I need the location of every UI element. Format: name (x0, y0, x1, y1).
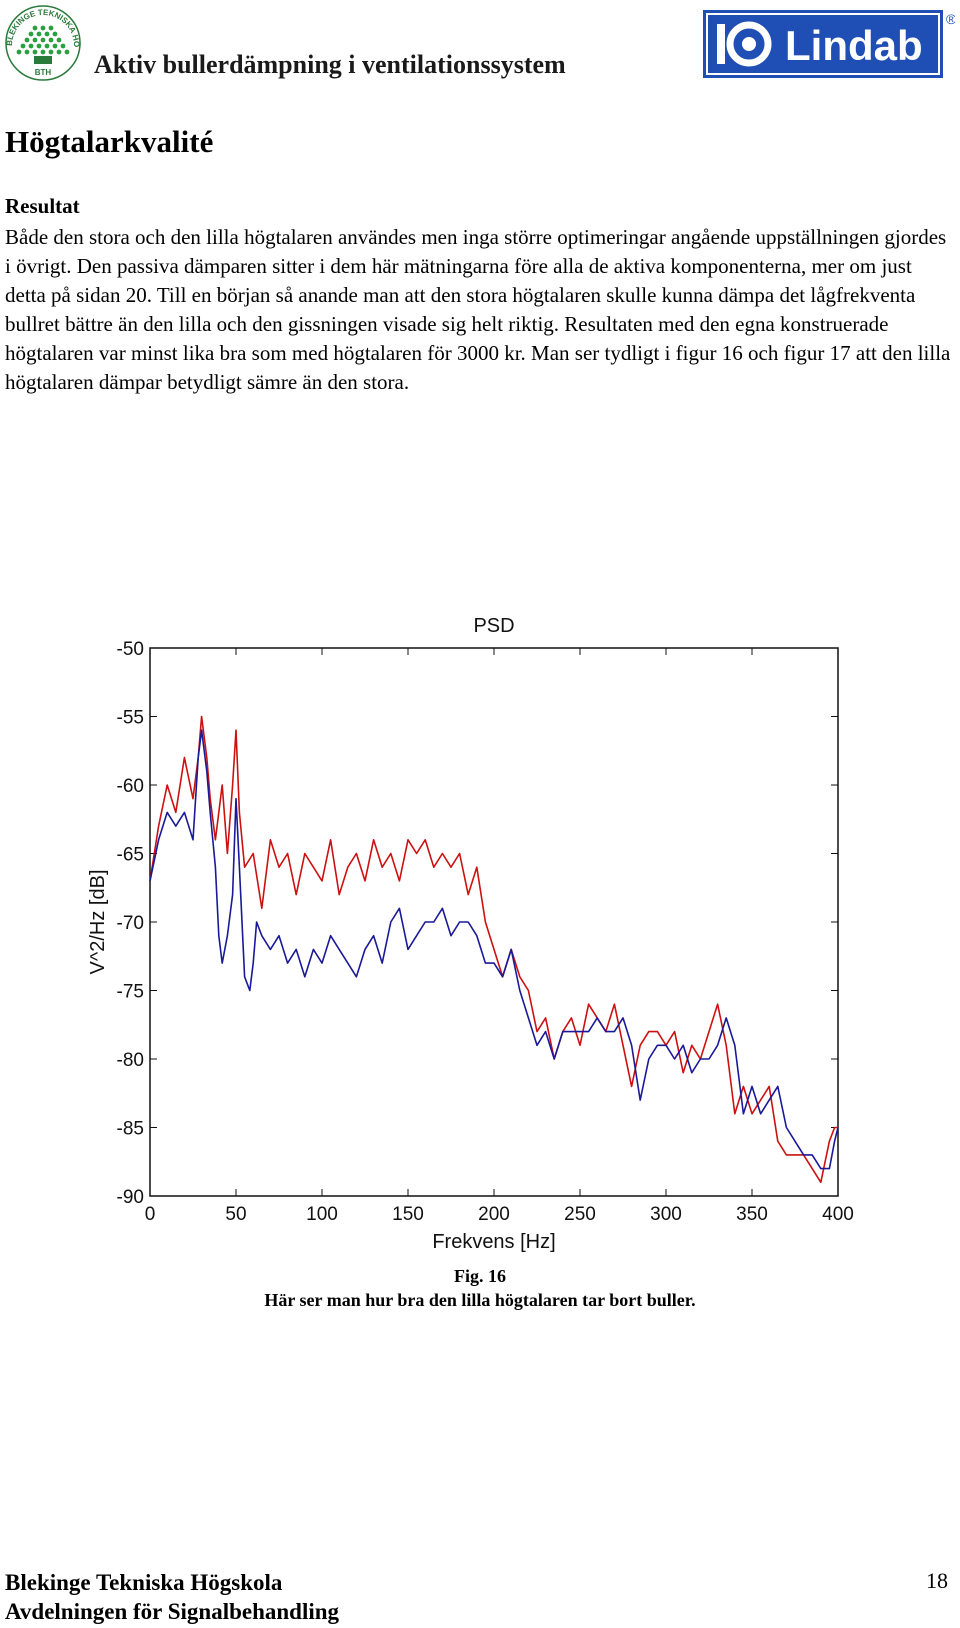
x-tick-label: 250 (564, 1204, 596, 1225)
series-line-2 (149, 729, 839, 1170)
x-tick-label: 200 (478, 1204, 510, 1225)
bth-logo: BLEKINGE TEKNISKA HÖGSKOLA BTH (4, 4, 81, 81)
footer-department: Avdelningen för Signalbehandling (5, 1599, 340, 1624)
x-tick-label: 50 (225, 1204, 246, 1225)
y-tick-label: -50 (117, 639, 144, 660)
y-tick-label: -65 (117, 845, 144, 866)
x-tick-label: 300 (650, 1204, 682, 1225)
y-tick-label: -90 (117, 1187, 144, 1208)
chart-title: PSD (473, 615, 514, 637)
result-paragraph: Både den stora och den lilla högtalaren … (5, 225, 951, 394)
y-tick-label: -70 (117, 913, 144, 934)
plot-frame (149, 647, 839, 1197)
lindab-logo: Lindab ® (703, 10, 955, 78)
x-axis: 0 50 100 150 200 250 300 350 400 (145, 648, 854, 1225)
figure-caption: Här ser man hur bra den lilla högtalaren… (264, 1290, 696, 1310)
footer: Blekinge Tekniska Högskola Avdelningen f… (5, 1568, 339, 1626)
lindab-logo-text: Lindab (785, 22, 923, 69)
y-tick-label: -75 (117, 982, 144, 1003)
y-axis-label: V^2/Hz [dB] (87, 870, 109, 975)
x-tick-label: 400 (822, 1204, 854, 1225)
result-heading: Resultat (5, 194, 80, 218)
x-tick-label: 0 (145, 1204, 156, 1225)
page-number: 18 (926, 1568, 948, 1593)
figure-label: Fig. 16 (454, 1266, 506, 1286)
x-axis-label: Frekvens [Hz] (432, 1231, 555, 1253)
psd-chart: PSD -50 -55 -60 -65 -70 -75 -80 -85 -90 0 50 100 15… (87, 615, 854, 1253)
series-line-1 (149, 715, 838, 1184)
x-tick-label: 100 (306, 1204, 338, 1225)
series-layer (149, 715, 839, 1184)
y-tick-label: -85 (117, 1119, 144, 1140)
bth-logo-abbrev: BTH (35, 68, 52, 77)
header-title: Aktiv bullerdämpning i ventilationssyste… (94, 50, 566, 79)
y-tick-label: -55 (117, 708, 144, 729)
footer-institution: Blekinge Tekniska Högskola (5, 1570, 283, 1595)
lindab-registered-mark: ® (946, 11, 955, 27)
y-tick-label: -80 (117, 1050, 144, 1071)
section-title: Högtalarkvalité (5, 124, 214, 159)
figure-caption-block: Fig. 16 Här ser man hur bra den lilla hö… (0, 1264, 960, 1312)
y-axis: -50 -55 -60 -65 -70 -75 -80 -85 -90 (117, 639, 838, 1208)
x-tick-label: 350 (736, 1204, 768, 1225)
y-tick-label: -60 (117, 776, 144, 797)
x-tick-label: 150 (392, 1204, 424, 1225)
